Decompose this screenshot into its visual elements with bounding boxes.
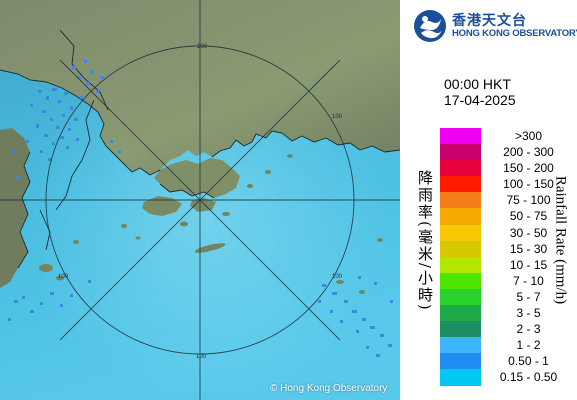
coastline — [0, 69, 400, 269]
scale-row: 0.50 - 1 — [440, 353, 570, 370]
scale-row: 30 - 50 — [440, 224, 570, 241]
observatory-logo: 香港天文台 HONG KONG OBSERVATORY — [412, 6, 577, 46]
scale-row: 15 - 30 — [440, 240, 570, 257]
range-rings — [0, 0, 400, 400]
outlying-islands — [39, 154, 383, 294]
scale-swatch — [440, 208, 481, 225]
provincial-boundary — [59, 29, 109, 111]
scale-row: 100 - 150 — [440, 176, 570, 193]
scale-swatch — [440, 160, 481, 177]
scale-row: 5 - 7 — [440, 288, 570, 306]
scale-row: 10 - 15 — [440, 256, 570, 273]
scale-label: 10 - 15 — [509, 257, 548, 272]
scale-label: 100 - 150 — [503, 177, 554, 192]
scale-swatch — [440, 144, 481, 161]
scale-swatch — [440, 369, 481, 386]
hong-kong-island — [190, 198, 216, 212]
observatory-name-english: HONG KONG OBSERVATORY — [452, 28, 577, 39]
scale-label: 0.15 - 0.50 — [499, 370, 558, 385]
scale-row: 1 - 2 — [440, 337, 570, 354]
scale-row: 75 - 100 — [440, 192, 570, 209]
range-label-northeast: 100 — [332, 114, 343, 120]
scale-swatch — [440, 321, 481, 338]
scale-swatch — [440, 240, 481, 257]
scale-label: 30 - 50 — [509, 225, 548, 240]
scale-label: 200 - 300 — [503, 145, 554, 160]
scale-row: 2 - 3 — [440, 321, 570, 338]
legend-panel: 香港天文台 HONG KONG OBSERVATORY 00:00 HKT 17… — [400, 0, 577, 400]
range-label-south: 100 — [196, 354, 207, 360]
scale-swatch — [440, 256, 481, 273]
rain-echoes-west — [12, 60, 121, 179]
range-label-southeast: 100 — [332, 274, 343, 280]
observatory-name-chinese: 香港天文台 — [452, 13, 527, 29]
scale-label: 2 - 3 — [516, 322, 541, 337]
scale-row: 7 - 10 — [440, 272, 570, 289]
scale-swatch — [440, 224, 481, 241]
range-label-north: 100 — [197, 44, 208, 50]
scale-label: 3 - 5 — [516, 306, 541, 321]
scale-row: 200 - 300 — [440, 144, 570, 161]
west-bank-land — [0, 128, 30, 288]
scale-label: 75 - 100 — [506, 193, 551, 208]
legend-title-english: Rainfall Rate (mm/h) — [552, 175, 569, 305]
scale-label: 0.50 - 1 — [508, 354, 549, 369]
radar-date: 17-04-2025 — [444, 92, 516, 108]
rainfall-color-scale: >300 200 - 300 150 - 200 100 - 150 75 - 100 5… — [440, 128, 570, 386]
scale-swatch — [440, 288, 481, 306]
radar-map: 100 100 100 100 100 © Hong Kong Observat… — [0, 0, 400, 400]
rain-echoes-southwest — [8, 280, 91, 321]
observatory-emblem-icon — [414, 10, 446, 42]
scale-label: 7 - 10 — [513, 273, 544, 288]
radar-map-image: 100 100 100 100 100 — [0, 0, 400, 400]
radar-time: 00:00 HKT — [444, 76, 511, 92]
copyright-notice: © Hong Kong Observatory — [270, 383, 388, 394]
scale-swatch — [440, 176, 481, 193]
scale-swatch — [440, 337, 481, 354]
scale-row: 3 - 5 — [440, 305, 570, 322]
scale-swatch — [440, 353, 481, 370]
range-ring-labels: 100 100 100 100 100 — [58, 44, 343, 360]
legend-title-chinese: 降雨率(毫米/小時) — [416, 170, 434, 312]
scale-swatch — [440, 305, 481, 322]
hong-kong-land — [154, 158, 240, 198]
scale-row: 150 - 200 — [440, 160, 570, 177]
lantau-island — [142, 196, 182, 216]
scale-label: 1 - 2 — [516, 338, 541, 353]
scale-label: 15 - 30 — [509, 241, 548, 256]
scale-swatch — [440, 192, 481, 209]
scale-label: 50 - 75 — [509, 209, 548, 224]
range-label-southwest: 100 — [58, 274, 69, 280]
scale-label: 150 - 200 — [503, 161, 554, 176]
scale-label: >300 — [514, 129, 543, 143]
scale-row: 50 - 75 — [440, 208, 570, 225]
scale-label: 5 - 7 — [516, 289, 541, 304]
scale-swatch — [440, 272, 481, 289]
scale-row: >300 — [440, 128, 570, 145]
rain-echoes-southeast — [318, 276, 393, 357]
scale-row: 0.15 - 0.50 — [440, 369, 570, 386]
scale-swatch — [440, 128, 481, 145]
